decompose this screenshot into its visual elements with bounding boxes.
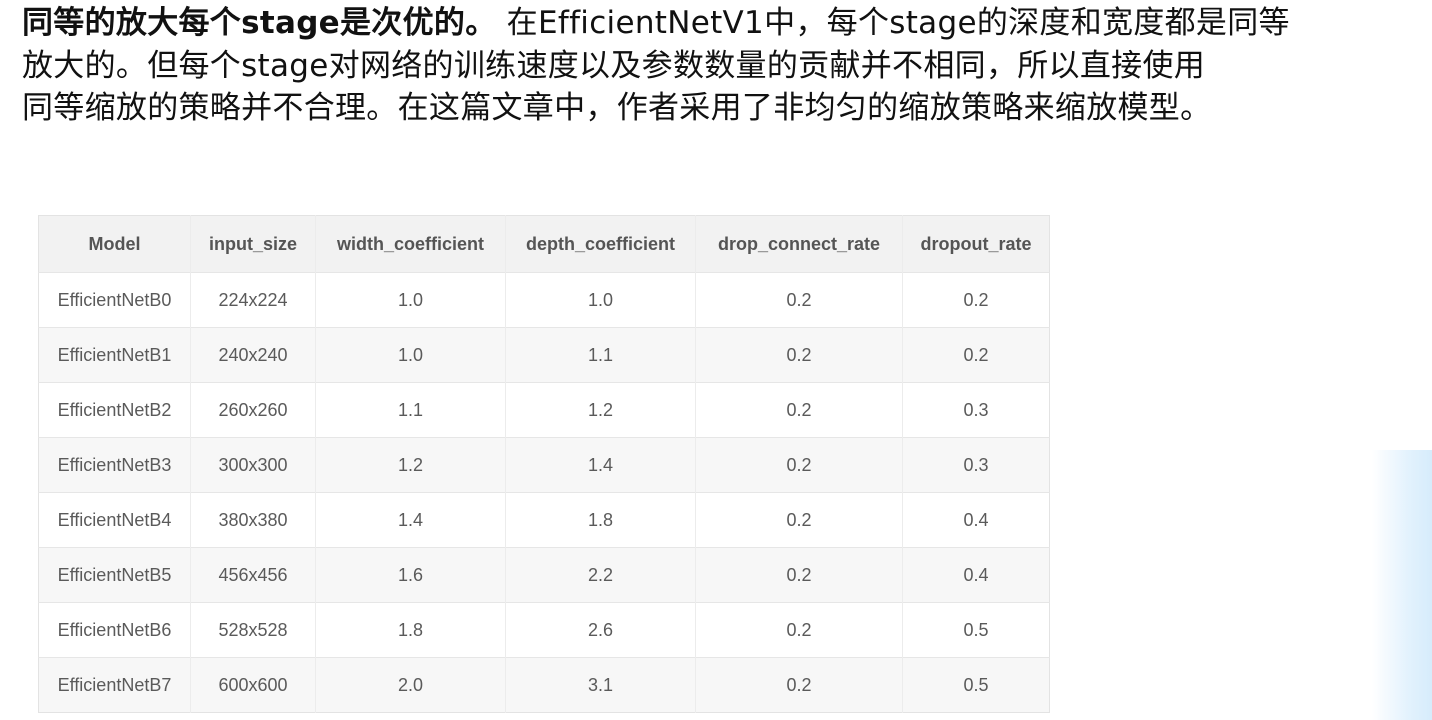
- cell-input-size: 456x456: [190, 547, 316, 603]
- cell-model: EfficientNetB3: [38, 437, 191, 493]
- intro-paragraph: 同等的放大每个stage是次优的。 在EfficientNetV1中，每个sta…: [22, 2, 1427, 130]
- cell-width-coefficient: 1.0: [315, 327, 506, 383]
- column-header-drop-connect-rate: drop_connect_rate: [695, 215, 903, 273]
- cell-dropout-rate: 0.2: [963, 344, 989, 365]
- cell-dropout-rate: 0.5: [963, 674, 989, 695]
- cell-width-coefficient: 1.1: [315, 382, 506, 438]
- cell-depth-coefficient: 3.1: [505, 657, 696, 713]
- cell-depth-coefficient: 1.0: [505, 272, 696, 328]
- cell-width-coefficient: 2.0: [315, 657, 506, 713]
- cell-depth-coefficient: 2.2: [505, 547, 696, 603]
- column-header-dropout-rate: dropout_rate: [920, 233, 1032, 254]
- cell-depth-coefficient: 1.2: [505, 382, 696, 438]
- column-header-input-size: input_size: [190, 215, 316, 273]
- cell-depth-coefficient: 1.8: [505, 492, 696, 548]
- paragraph-line-1-rest: 在EfficientNetV1中，每个stage的深度和宽度都是同等: [496, 5, 1290, 41]
- cell-drop-connect-rate: 0.2: [695, 382, 903, 438]
- column-header-model: Model: [38, 215, 191, 273]
- cell-model: EfficientNetB4: [38, 492, 191, 548]
- cell-dropout-rate: 0.5: [963, 619, 989, 640]
- cell-drop-connect-rate: 0.2: [695, 547, 903, 603]
- cell-dropout-rate: 0.3: [963, 454, 989, 475]
- cell-input-size: 528x528: [190, 602, 316, 658]
- table-header-row: Model input_size width_coefficient depth…: [38, 215, 1050, 273]
- cell-drop-connect-rate: 0.2: [695, 437, 903, 493]
- table-row: EfficientNetB4 380x380 1.4 1.8 0.2 0.4: [38, 492, 1050, 548]
- cell-width-coefficient: 1.0: [315, 272, 506, 328]
- cell-drop-connect-rate: 0.2: [695, 492, 903, 548]
- cell-model: EfficientNetB6: [38, 602, 191, 658]
- cell-drop-connect-rate: 0.2: [695, 657, 903, 713]
- paragraph-highlight: 同等的放大每个stage是次优的。: [22, 5, 497, 41]
- cell-depth-coefficient: 2.6: [505, 602, 696, 658]
- cell-drop-connect-rate: 0.2: [695, 272, 903, 328]
- paragraph-line-1: 同等的放大每个stage是次优的。 在EfficientNetV1中，每个sta…: [22, 2, 1427, 45]
- cell-input-size: 260x260: [190, 382, 316, 438]
- cell-input-size: 300x300: [190, 437, 316, 493]
- cell-dropout-rate: 0.4: [963, 564, 989, 585]
- cell-drop-connect-rate: 0.2: [695, 327, 903, 383]
- cell-drop-connect-rate: 0.2: [695, 602, 903, 658]
- table-body: EfficientNetB0 224x224 1.0 1.0 0.2 0.2 Efficie…: [38, 272, 1050, 713]
- cell-input-size: 600x600: [190, 657, 316, 713]
- cell-input-size: 380x380: [190, 492, 316, 548]
- cell-input-size: 240x240: [190, 327, 316, 383]
- table-row: EfficientNetB1 240x240 1.0 1.1 0.2 0.2: [38, 327, 1050, 383]
- cell-input-size: 224x224: [190, 272, 316, 328]
- cell-dropout-rate: 0.2: [963, 289, 989, 310]
- cell-width-coefficient: 1.8: [315, 602, 506, 658]
- table-row: EfficientNetB0 224x224 1.0 1.0 0.2 0.2: [38, 272, 1050, 328]
- cell-depth-coefficient: 1.1: [505, 327, 696, 383]
- cell-width-coefficient: 1.6: [315, 547, 506, 603]
- side-decoration: [1372, 450, 1432, 720]
- table-row: EfficientNetB2 260x260 1.1 1.2 0.2 0.3: [38, 382, 1050, 438]
- cell-model: EfficientNetB1: [38, 327, 191, 383]
- paragraph-line-2: 放大的。但每个stage对网络的训练速度以及参数数量的贡献并不相同，所以直接使用: [22, 47, 1206, 84]
- paragraph-line-3: 同等缩放的策略并不合理。在这篇文章中，作者采用了非均匀的缩放策略来缩放模型。: [22, 90, 1212, 126]
- cell-depth-coefficient: 1.4: [505, 437, 696, 493]
- cell-model: EfficientNetB2: [38, 382, 191, 438]
- cell-width-coefficient: 1.4: [315, 492, 506, 548]
- cell-width-coefficient: 1.2: [315, 437, 506, 493]
- coefficients-table-container: Model input_size width_coefficient depth…: [38, 215, 1050, 713]
- cell-model: EfficientNetB5: [38, 547, 191, 603]
- table-row: EfficientNetB5 456x456 1.6 2.2 0.2 0.4: [38, 547, 1050, 603]
- cell-dropout-rate: 0.4: [963, 509, 989, 530]
- column-header-width-coefficient: width_coefficient: [315, 215, 506, 273]
- table-row: EfficientNetB7 600x600 2.0 3.1 0.2 0.5: [38, 657, 1050, 713]
- cell-model: EfficientNetB7: [38, 657, 191, 713]
- table-row: EfficientNetB6 528x528 1.8 2.6 0.2 0.5: [38, 602, 1050, 658]
- column-header-depth-coefficient: depth_coefficient: [505, 215, 696, 273]
- cell-dropout-rate: 0.3: [963, 399, 989, 420]
- coefficients-table: Model input_size width_coefficient depth…: [38, 215, 1050, 713]
- table-row: EfficientNetB3 300x300 1.2 1.4 0.2 0.3: [38, 437, 1050, 493]
- cell-model: EfficientNetB0: [38, 272, 191, 328]
